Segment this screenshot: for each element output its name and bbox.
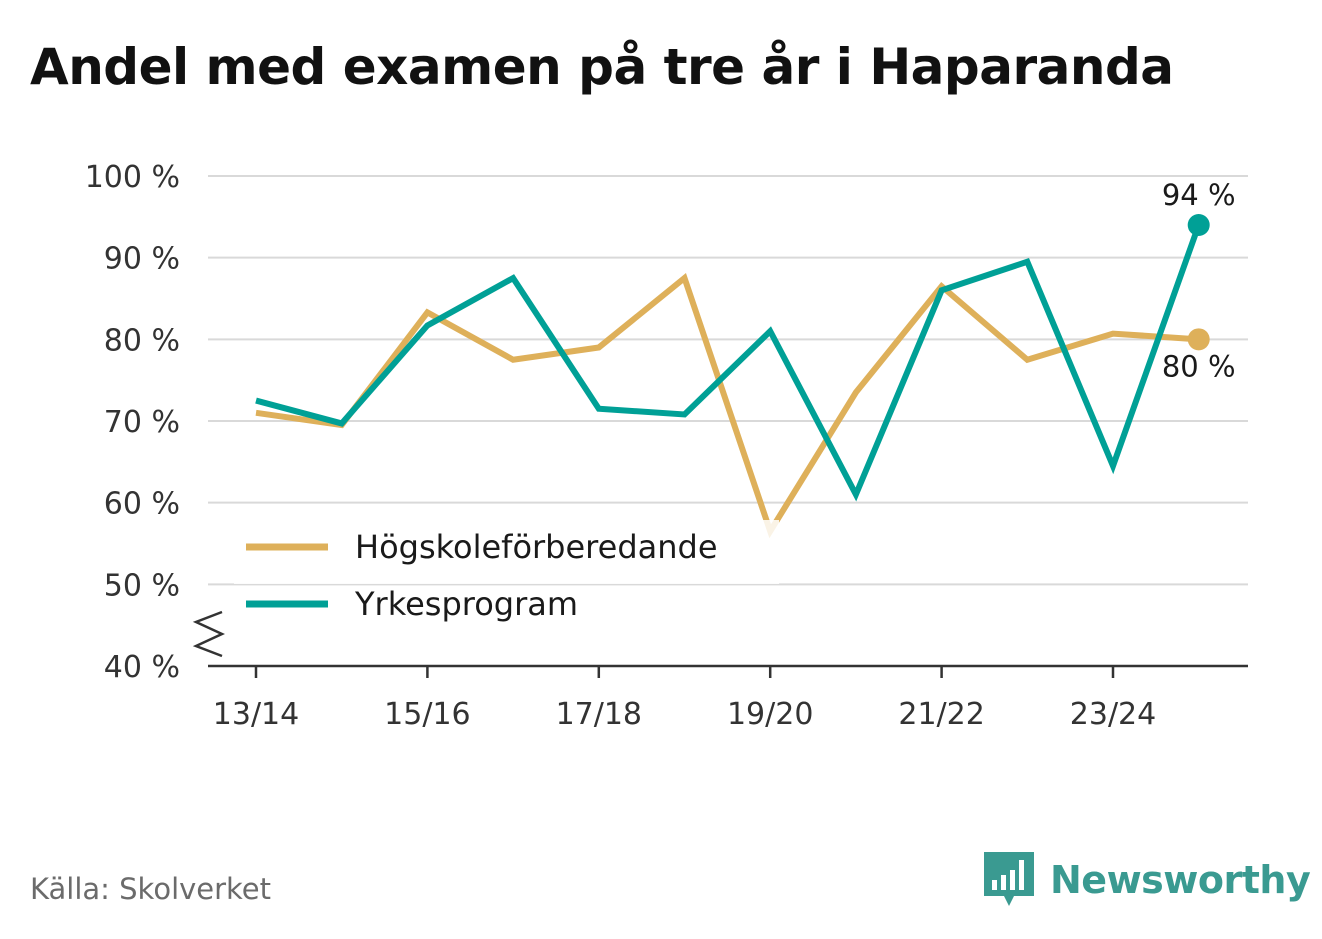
- chart-title: Andel med examen på tre år i Haparanda: [30, 38, 1174, 96]
- newsworthy-logo[interactable]: Newsworthy: [980, 850, 1311, 910]
- end-value-label: 94 %: [1162, 178, 1236, 212]
- legend-label: Högskoleförberedande: [355, 528, 718, 566]
- y-tick-label: 100 %: [85, 160, 180, 195]
- end-point: [1187, 214, 1210, 236]
- brand-name: Newsworthy: [1050, 858, 1311, 902]
- line-chart: 40 % 50 % 60 % 70 % 80 % 90 % 100 % 13/14 15/16 1…: [85, 160, 1248, 732]
- x-tick-label: 17/18: [556, 697, 642, 732]
- y-tick-label: 70 %: [104, 405, 180, 440]
- y-tick-label: 80 %: [104, 323, 180, 358]
- y-tick-label: 90 %: [104, 242, 180, 277]
- legend-label: Yrkesprogram: [354, 585, 578, 623]
- axis-break-icon: [192, 610, 225, 658]
- legend-background: [234, 520, 779, 584]
- x-tick-label: 19/20: [727, 697, 813, 732]
- bar-chart-logo-icon: [984, 852, 1034, 906]
- x-tick-label: 23/24: [1070, 697, 1156, 732]
- end-point: [1187, 328, 1210, 351]
- y-tick-label: 60 %: [104, 487, 180, 522]
- y-tick-label: 40 %: [104, 650, 180, 685]
- series-line-1: [255, 273, 1199, 539]
- series-line-2: [255, 223, 1202, 502]
- x-tick-label: 13/14: [213, 697, 299, 732]
- source-note: Källa: Skolverket: [30, 872, 272, 906]
- x-tick-label: 21/22: [898, 697, 984, 732]
- x-tick-label: 15/16: [384, 697, 470, 732]
- end-value-label: 80 %: [1162, 349, 1236, 383]
- y-tick-label: 50 %: [104, 568, 180, 603]
